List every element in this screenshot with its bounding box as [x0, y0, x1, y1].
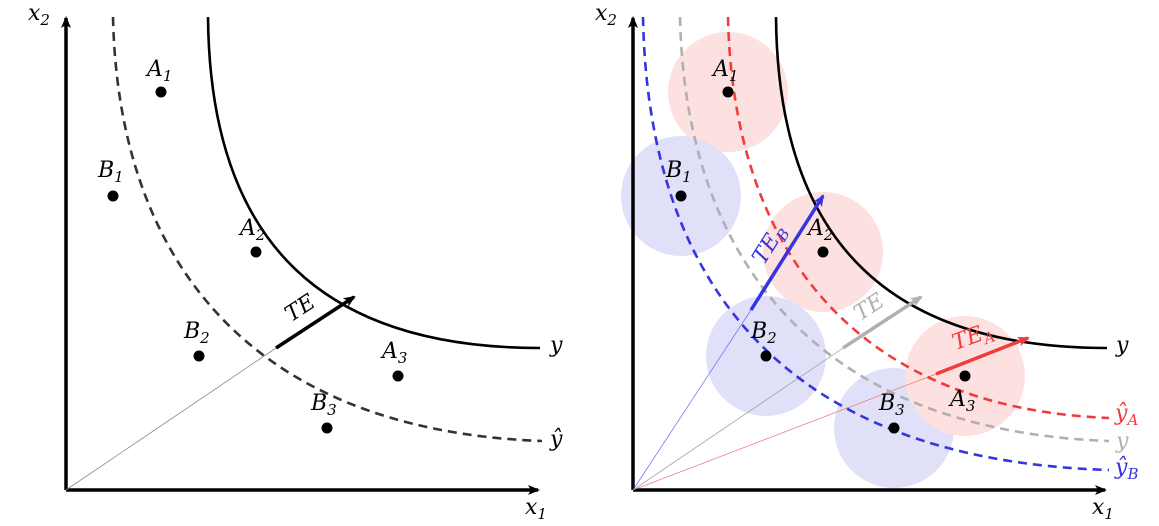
- right-label-b2: B2: [750, 319, 777, 347]
- right-label-b3: B3: [878, 391, 905, 419]
- left-true-frontier: [206, 16, 541, 350]
- left-label-b1: B1: [97, 158, 124, 186]
- right-point-a1: [722, 86, 734, 98]
- left-point-b1: [107, 190, 119, 202]
- left-y-axis-label: x2: [28, 1, 50, 29]
- right-te-a-arrow: [935, 336, 1030, 376]
- left-point-b3: [321, 422, 333, 434]
- right-te-b-arrow: [749, 194, 825, 311]
- right-point-b3: [888, 422, 900, 434]
- left-panel: TE A1 B1 A2 B2 A3 B3 x1 x2 y ŷ: [28, 1, 563, 523]
- right-estimated-b-label: ŷB: [1114, 455, 1138, 483]
- right-label-a1: A1: [711, 57, 738, 85]
- left-label-b3: B3: [310, 391, 337, 419]
- right-te-grey-arrow: [842, 295, 923, 350]
- right-point-b1: [675, 190, 687, 202]
- right-panel: TE TEB TEA A1 B1 A2 B2 A3 B3 x1 x2 y ŷA …: [595, 1, 1138, 523]
- right-x-axis-label: x1: [1092, 495, 1114, 523]
- right-label-a2: A2: [806, 216, 833, 244]
- right-estimated-frontier-a: [726, 16, 1110, 420]
- left-label-b2: B2: [183, 319, 210, 347]
- left-point-a1: [155, 86, 167, 98]
- left-label-a2: A2: [238, 216, 265, 244]
- right-point-a2: [817, 246, 829, 258]
- right-frontier-label: y: [1115, 333, 1129, 358]
- right-estimated-a-label: ŷA: [1114, 401, 1138, 429]
- left-label-a1: A1: [145, 57, 172, 85]
- right-estimated-grey-label: y: [1115, 429, 1129, 454]
- left-point-a2: [250, 246, 262, 258]
- right-point-a3: [959, 370, 971, 382]
- left-label-a3: A3: [380, 339, 407, 367]
- right-ray-red: [632, 373, 937, 491]
- left-estimated-frontier: [111, 16, 543, 443]
- right-point-b2: [760, 350, 772, 362]
- right-label-a3: A3: [948, 387, 975, 415]
- right-estimated-frontier-grey: [678, 16, 1110, 443]
- right-estimated-frontier-b: [641, 16, 1110, 472]
- left-point-a3: [392, 370, 404, 382]
- right-label-b1: B1: [665, 158, 692, 186]
- left-point-b2: [193, 350, 205, 362]
- left-x-axis-label: x1: [525, 495, 547, 523]
- right-y-axis-label: x2: [595, 1, 617, 29]
- left-estimated-label: ŷ: [549, 427, 563, 452]
- right-ray-blue: [632, 309, 752, 491]
- left-ray: [65, 347, 277, 491]
- left-frontier-label: y: [549, 333, 563, 358]
- left-te-arrow: [275, 295, 356, 350]
- right-ray-grey: [632, 347, 844, 491]
